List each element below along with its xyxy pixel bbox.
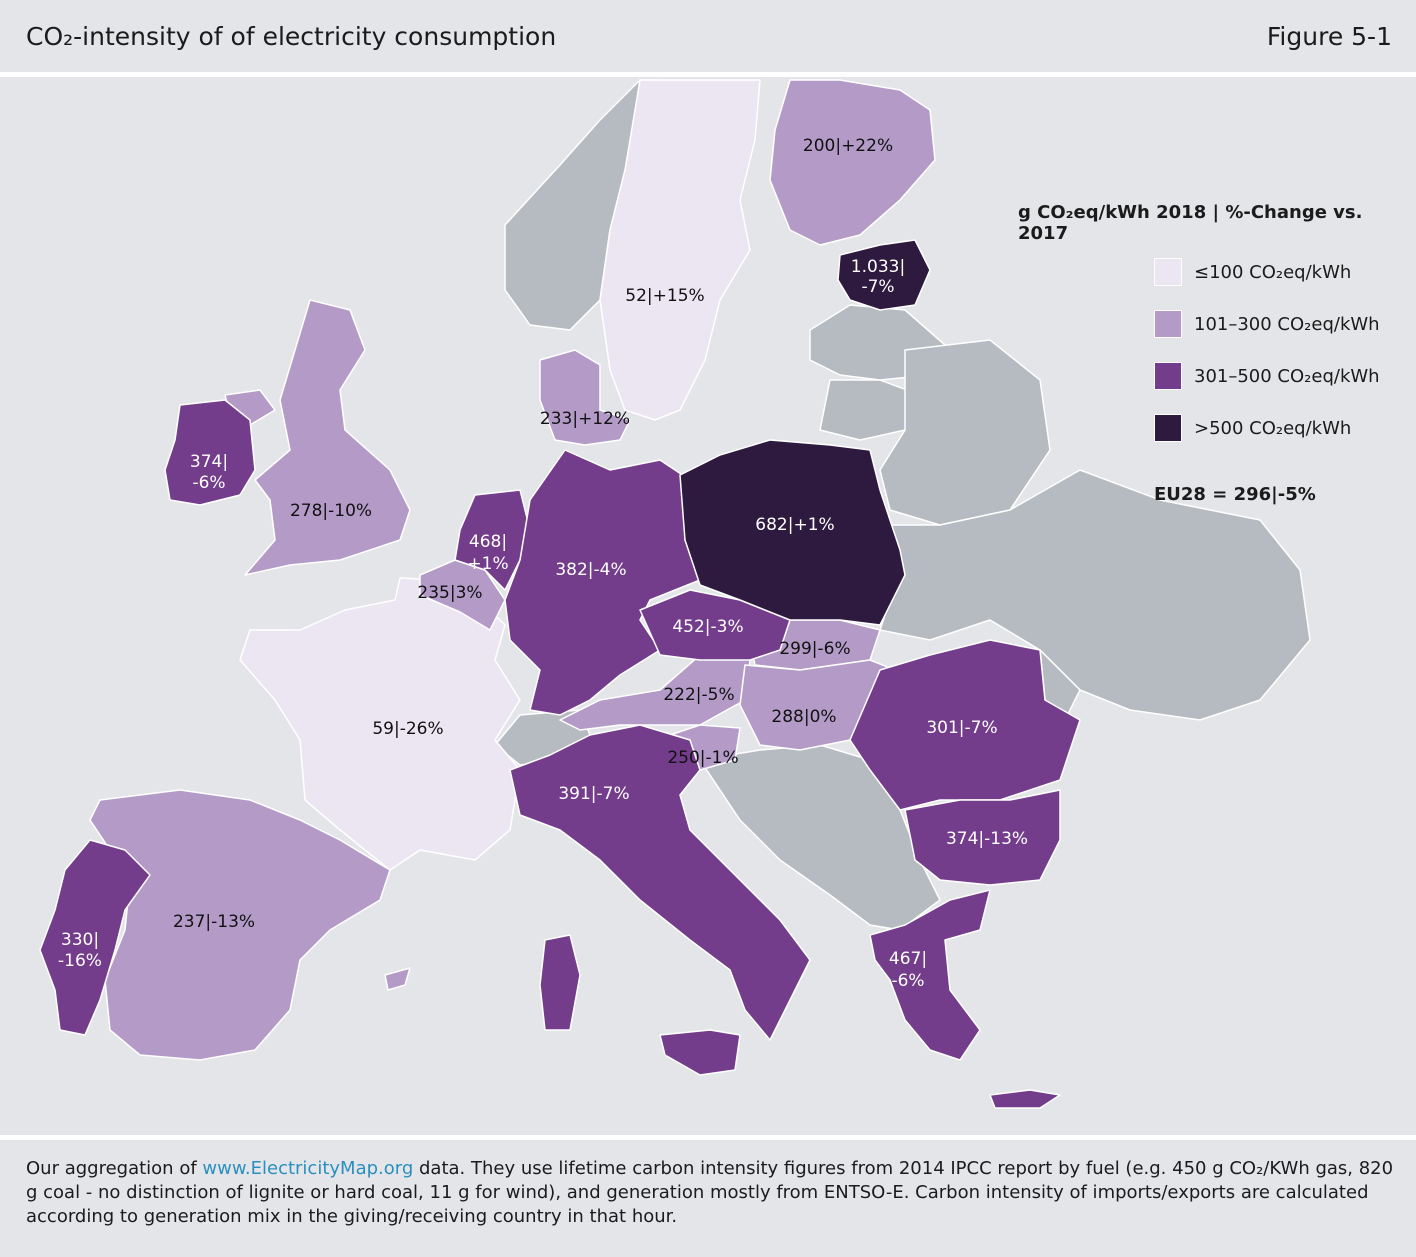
bulgaria-shape bbox=[904, 789, 1061, 886]
legend-item-2: 101–300 CO₂eq/kWh bbox=[1154, 309, 1380, 339]
map-svg: 200|+22% 52|+15% 1.033| -7% 233|+12% 374… bbox=[39, 79, 1311, 1109]
uk-label: 278|-10% bbox=[290, 501, 372, 521]
france-shape bbox=[239, 577, 521, 871]
portugal-label-2: -16% bbox=[58, 951, 102, 971]
greece-label-2: -6% bbox=[891, 971, 924, 991]
sweden-shape bbox=[599, 79, 761, 421]
czechia-label: 452|-3% bbox=[672, 617, 743, 637]
ireland-label-1: 374| bbox=[190, 452, 228, 472]
source-link[interactable]: www.ElectricityMap.org bbox=[202, 1158, 414, 1179]
finland-label: 200|+22% bbox=[803, 136, 893, 156]
uk-shape bbox=[244, 299, 411, 576]
sardinia-shape bbox=[539, 934, 581, 1031]
legend: g CO₂eq/kWh 2018 | %-Change vs. 2017 ≤10… bbox=[1010, 202, 1400, 505]
ireland-label-2: -6% bbox=[192, 473, 225, 493]
ireland-shape bbox=[164, 399, 256, 506]
legend-label-2: 101–300 CO₂eq/kWh bbox=[1194, 313, 1380, 335]
netherlands-label-1: 468| bbox=[469, 532, 507, 552]
portugal-shape bbox=[39, 839, 151, 1036]
legend-swatch-3 bbox=[1154, 362, 1182, 390]
netherlands-shape bbox=[454, 489, 531, 591]
figure-title: CO₂-intensity of of electricity consumpt… bbox=[26, 22, 557, 51]
belgium-label: 235|3% bbox=[417, 583, 482, 603]
austria-label: 222|-5% bbox=[663, 685, 734, 705]
czechia-shape bbox=[639, 589, 791, 661]
top-divider bbox=[0, 72, 1416, 77]
france-label: 59|-26% bbox=[372, 719, 443, 739]
eu28-summary: EU28 = 296|-5% bbox=[1154, 484, 1316, 505]
crete-shape bbox=[989, 1089, 1061, 1109]
legend-label-4: >500 CO₂eq/kWh bbox=[1194, 417, 1352, 439]
netherlands-label-2: +1% bbox=[467, 554, 508, 574]
italy-shape bbox=[509, 724, 811, 1041]
bottom-divider bbox=[0, 1135, 1416, 1140]
legend-item-1: ≤100 CO₂eq/kWh bbox=[1154, 257, 1351, 287]
baleares-shape bbox=[384, 967, 411, 991]
figure-number: Figure 5-1 bbox=[1266, 22, 1392, 51]
footer-note: Our aggregation of www.ElectricityMap.or… bbox=[26, 1157, 1396, 1229]
legend-swatch-2 bbox=[1154, 310, 1182, 338]
footer-text-before: Our aggregation of bbox=[26, 1158, 203, 1179]
country-labels: 200|+22% 52|+15% 1.033| -7% 233|+12% 374… bbox=[58, 136, 1028, 991]
estonia-label-1: 1.033| bbox=[851, 257, 905, 277]
legend-swatch-4 bbox=[1154, 414, 1182, 442]
legend-item-3: 301–500 CO₂eq/kWh bbox=[1154, 361, 1380, 391]
poland-shape bbox=[679, 439, 906, 626]
footer-text-after: data. They use lifetime carbon intensity… bbox=[26, 1158, 1394, 1227]
denmark-shape bbox=[539, 349, 631, 446]
slovenia-label: 250|-1% bbox=[667, 748, 738, 768]
greece-shape bbox=[869, 889, 991, 1061]
slovakia-label: 299|-6% bbox=[779, 639, 850, 659]
italy-label: 391|-7% bbox=[558, 784, 629, 804]
hungary-label: 288|0% bbox=[771, 707, 836, 727]
greece-label-1: 467| bbox=[889, 949, 927, 969]
legend-item-4: >500 CO₂eq/kWh bbox=[1154, 413, 1351, 443]
romania-shape bbox=[849, 639, 1081, 811]
europe-map: 200|+22% 52|+15% 1.033| -7% 233|+12% 374… bbox=[0, 77, 1416, 1135]
ukraine-shape bbox=[879, 469, 1311, 721]
spain-label: 237|-13% bbox=[173, 912, 255, 932]
legend-swatch-1 bbox=[1154, 258, 1182, 286]
legend-label-3: 301–500 CO₂eq/kWh bbox=[1194, 365, 1380, 387]
germany-shape bbox=[504, 449, 701, 716]
portugal-label-1: 330| bbox=[61, 930, 99, 950]
romania-label: 301|-7% bbox=[926, 718, 997, 738]
bulgaria-label: 374|-13% bbox=[946, 829, 1028, 849]
sicily-shape bbox=[659, 1029, 741, 1076]
header: CO₂-intensity of of electricity consumpt… bbox=[0, 0, 1416, 72]
denmark-label: 233|+12% bbox=[540, 409, 630, 429]
finland-shape bbox=[769, 79, 936, 246]
belarus-shape bbox=[879, 339, 1051, 526]
sweden-label: 52|+15% bbox=[625, 286, 704, 306]
legend-label-1: ≤100 CO₂eq/kWh bbox=[1194, 261, 1352, 283]
poland-label: 682|+1% bbox=[755, 515, 834, 535]
legend-title: g CO₂eq/kWh 2018 | %-Change vs. 2017 bbox=[1018, 202, 1363, 244]
germany-label: 382|-4% bbox=[555, 560, 626, 580]
estonia-shape bbox=[837, 239, 931, 311]
estonia-label-2: -7% bbox=[861, 277, 894, 297]
